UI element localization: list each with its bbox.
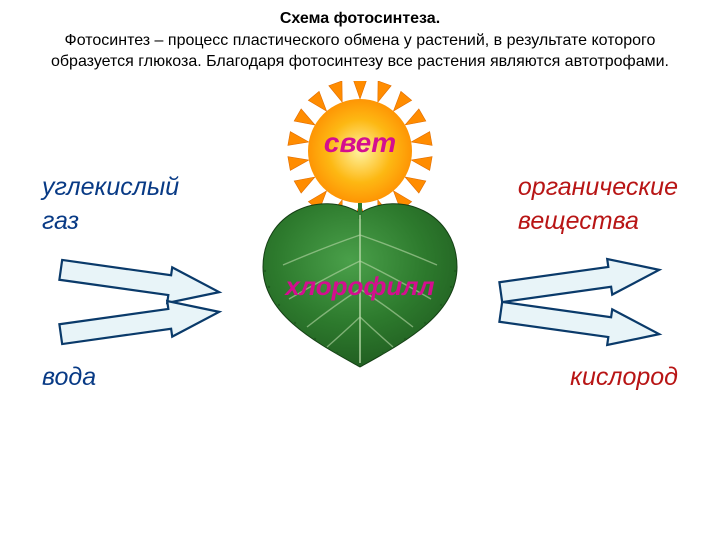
title: Схема фотосинтеза. <box>280 10 440 27</box>
sun-label: свет <box>324 127 396 159</box>
co2-line2: газ <box>42 207 79 235</box>
output-arrows <box>490 257 670 347</box>
leaf-label: хлорофилл <box>285 271 434 302</box>
input-label-water: вода <box>42 363 96 392</box>
output-label-organic: органические вещества <box>518 171 678 239</box>
header: Схема фотосинтеза. Фотосинтез – процесс … <box>0 0 720 73</box>
description: Фотосинтез – процесс пластического обмен… <box>51 32 669 71</box>
photosynthesis-diagram: свет <box>0 81 720 501</box>
input-label-co2: углекислый газ <box>42 171 179 239</box>
co2-line1: углекислый <box>42 173 179 201</box>
output-label-oxygen: кислород <box>570 363 678 392</box>
input-arrows <box>50 257 230 347</box>
organic-line1: органические <box>518 173 678 201</box>
organic-line2: вещества <box>518 207 639 235</box>
